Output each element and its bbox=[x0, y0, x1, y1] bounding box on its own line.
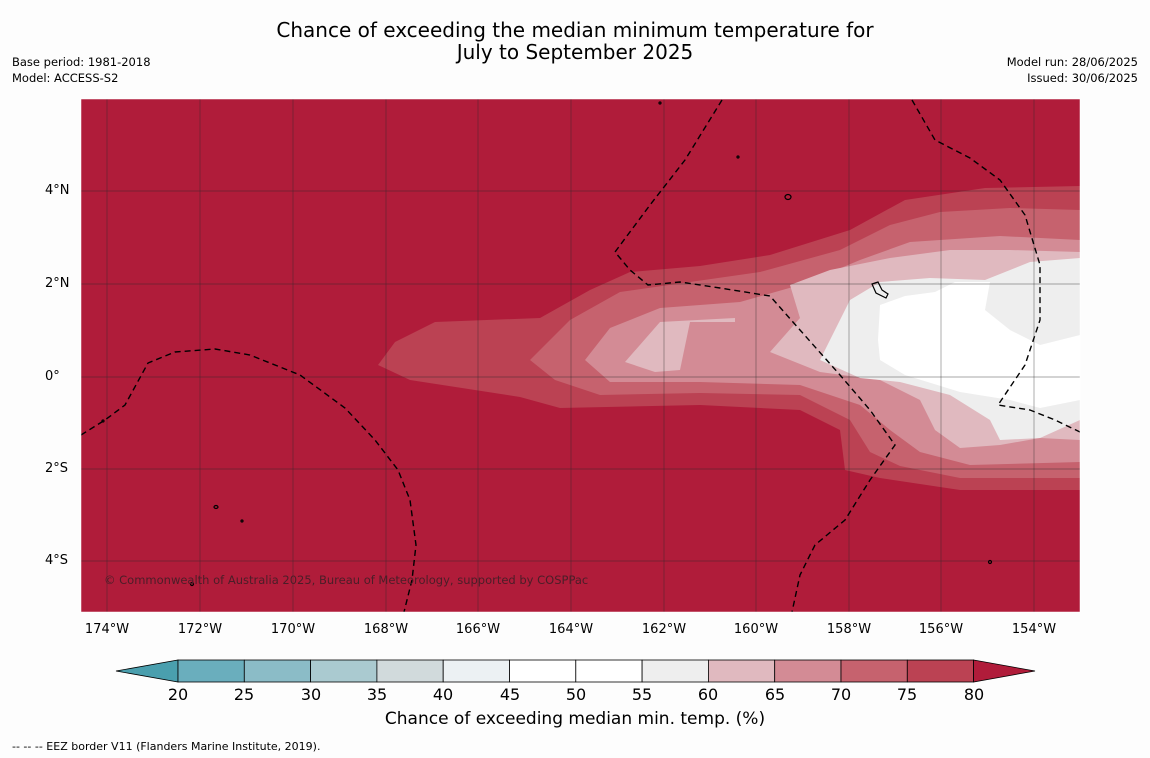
lat-tick-2n: 2°N bbox=[45, 276, 70, 291]
eez-footnote: -- -- -- EEZ border V11 (Flanders Marine… bbox=[12, 740, 321, 753]
colorbar-bin-40-45 bbox=[442, 659, 510, 683]
colorbar-bin-65-70 bbox=[774, 659, 842, 683]
colorbar-label-80: 80 bbox=[963, 685, 985, 704]
issued-date: Issued: 30/06/2025 bbox=[1027, 71, 1138, 85]
map-plot-area bbox=[81, 99, 1080, 612]
lat-tick-2s: 2°S bbox=[45, 461, 69, 476]
lon-tick-164w: 164°W bbox=[548, 622, 594, 637]
base-period: Base period: 1981-2018 bbox=[12, 55, 151, 69]
model-run: Model run: 28/06/2025 bbox=[1006, 55, 1138, 69]
colorbar-label-55: 55 bbox=[631, 685, 653, 704]
colorbar-bin-70-75 bbox=[840, 659, 908, 683]
colorbar-bin-45-50 bbox=[509, 659, 577, 683]
lat-tick-4n: 4°N bbox=[45, 183, 70, 198]
colorbar-bin-75-80 bbox=[906, 659, 974, 683]
meta-left: Base period: 1981-2018 Model: ACCESS-S2 bbox=[12, 54, 151, 86]
colorbar-label-40: 40 bbox=[432, 685, 454, 704]
colorbar bbox=[115, 659, 1036, 683]
chart-title: Chance of exceeding the median minimum t… bbox=[0, 19, 1150, 63]
colorbar-label-45: 45 bbox=[499, 685, 521, 704]
colorbar-label-20: 20 bbox=[167, 685, 189, 704]
colorbar-extend-low bbox=[115, 659, 179, 683]
copyright-credit: © Commonwealth of Australia 2025, Bureau… bbox=[104, 573, 589, 587]
colorbar-bin-55-60 bbox=[641, 659, 709, 683]
lon-tick-160w: 160°W bbox=[733, 622, 779, 637]
colorbar-bin-30-35 bbox=[310, 659, 378, 683]
band-50-55 bbox=[878, 282, 1080, 408]
colorbar-bin-25-30 bbox=[243, 659, 312, 683]
colorbar-label-70: 70 bbox=[830, 685, 852, 704]
colorbar-bin-20-25 bbox=[177, 659, 245, 683]
colorbar-label-75: 75 bbox=[896, 685, 918, 704]
colorbar-label-35: 35 bbox=[366, 685, 388, 704]
lon-tick-174w: 174°W bbox=[84, 622, 130, 637]
lat-tick-4s: 4°S bbox=[45, 553, 69, 568]
map-frame bbox=[80, 98, 1081, 613]
lon-tick-158w: 158°W bbox=[826, 622, 872, 637]
lon-tick-172w: 172°W bbox=[177, 622, 223, 637]
meta-right: Model run: 28/06/2025 Issued: 30/06/2025 bbox=[1007, 54, 1138, 86]
lon-tick-166w: 166°W bbox=[455, 622, 501, 637]
colorbar-label-25: 25 bbox=[233, 685, 255, 704]
lon-tick-168w: 168°W bbox=[363, 622, 409, 637]
colorbar-title: Chance of exceeding median min. temp. (%… bbox=[384, 709, 766, 729]
graticule bbox=[81, 99, 1080, 612]
colorbar-extend-high bbox=[973, 659, 1036, 683]
eez-borders bbox=[81, 99, 1080, 612]
lon-tick-156w: 156°W bbox=[918, 622, 964, 637]
lat-tick-0: 0° bbox=[45, 369, 60, 384]
title-line-1: Chance of exceeding the median minimum t… bbox=[276, 18, 874, 42]
lon-tick-170w: 170°W bbox=[270, 622, 316, 637]
colorbar-label-60: 60 bbox=[697, 685, 719, 704]
colorbar-label-65: 65 bbox=[764, 685, 786, 704]
colorbar-bin-60-65 bbox=[708, 659, 776, 683]
colorbar-bin-35-40 bbox=[376, 659, 444, 683]
colorbar-label-30: 30 bbox=[300, 685, 322, 704]
colorbar-bin-50-55 bbox=[575, 659, 643, 683]
title-line-2: July to September 2025 bbox=[456, 40, 694, 64]
islands bbox=[101, 101, 993, 587]
colorbar-label-50: 50 bbox=[565, 685, 587, 704]
model-name: Model: ACCESS-S2 bbox=[12, 71, 119, 85]
lon-tick-154w: 154°W bbox=[1011, 622, 1057, 637]
lon-tick-162w: 162°W bbox=[641, 622, 687, 637]
